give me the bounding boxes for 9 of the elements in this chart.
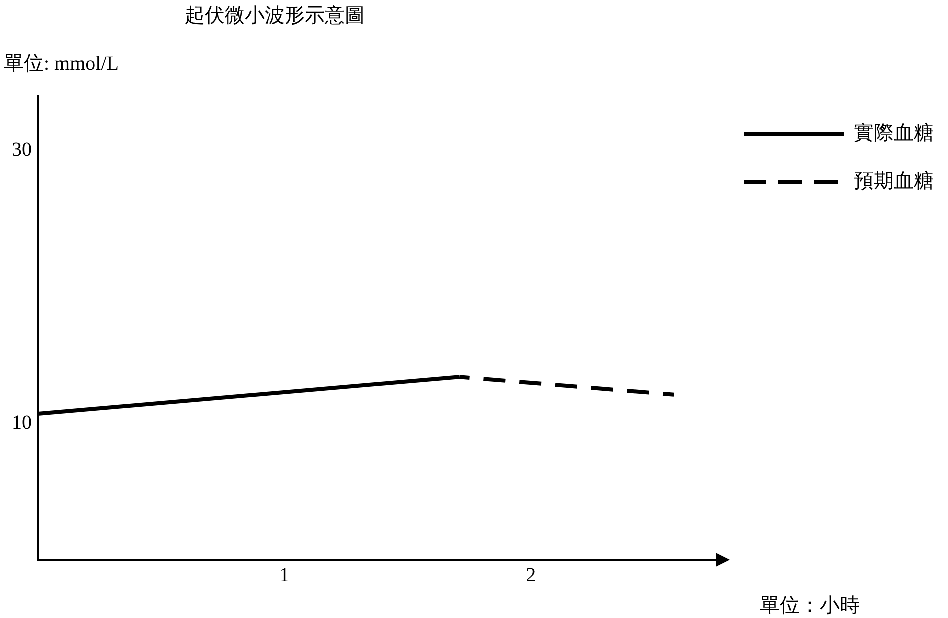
y-tick-label: 10 (12, 412, 32, 434)
x-axis-title: 單位：小時 (760, 594, 860, 618)
chart-title: 起伏微小波形示意圖 (185, 4, 365, 29)
y-axis-title: 單位: mmol/L (4, 52, 119, 77)
legend-label: 實際血糖 (854, 122, 934, 144)
legend-label: 預期血糖 (854, 170, 934, 192)
x-tick-label: 2 (526, 564, 536, 586)
x-tick-label: 1 (280, 564, 290, 586)
y-tick-label: 30 (12, 138, 32, 161)
